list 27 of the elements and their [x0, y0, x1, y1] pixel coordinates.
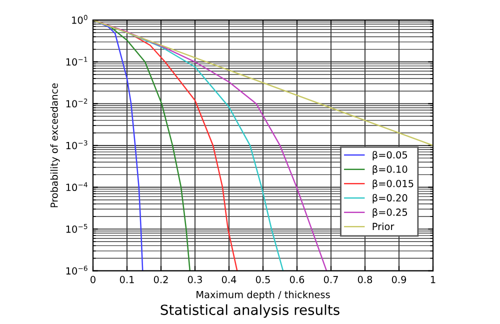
y-tick-label: 10$^{−1}$ [66, 56, 88, 66]
y-tick-label: 10$^{−4}$ [66, 182, 88, 192]
legend-label: β=0.05 [372, 150, 408, 160]
x-tick-label: 0.7 [324, 276, 338, 284]
x-tick-label: 0 [90, 276, 96, 284]
y-tick-label: 10$^{−6}$ [66, 266, 88, 275]
x-tick-label: 1 [430, 276, 436, 284]
legend-label: β=0.10 [372, 165, 408, 175]
legend-label: β=0.20 [372, 194, 408, 204]
y-tick-label: 10$^{−5}$ [66, 224, 88, 233]
y-tick-label: 10$^{−2}$ [66, 98, 88, 108]
x-tick-label: 0.3 [188, 276, 202, 284]
x-tick-label: 0.9 [392, 276, 406, 284]
x-tick-label: 0.5 [256, 276, 270, 284]
x-tick-label: 0.1 [120, 276, 134, 284]
legend-label: β=0.25 [372, 208, 408, 218]
x-tick-label: 0.2 [154, 276, 168, 284]
x-tick-label: 0.4 [222, 276, 236, 284]
legend-label: Prior [372, 222, 394, 230]
legend-label: β=0.015 [372, 180, 414, 190]
y-tick-label: 10$^{−3}$ [66, 140, 88, 150]
x-axis-title: Maximum depth / thickness [196, 290, 330, 300]
y-tick-label: 10$^{0}$ [72, 14, 88, 24]
text: Statistical analysis results [160, 304, 340, 318]
x-tick-label: 0.8 [358, 276, 372, 284]
y-axis-title: Probability of exceedance [50, 83, 60, 208]
x-tick-label: 0.6 [290, 276, 304, 284]
